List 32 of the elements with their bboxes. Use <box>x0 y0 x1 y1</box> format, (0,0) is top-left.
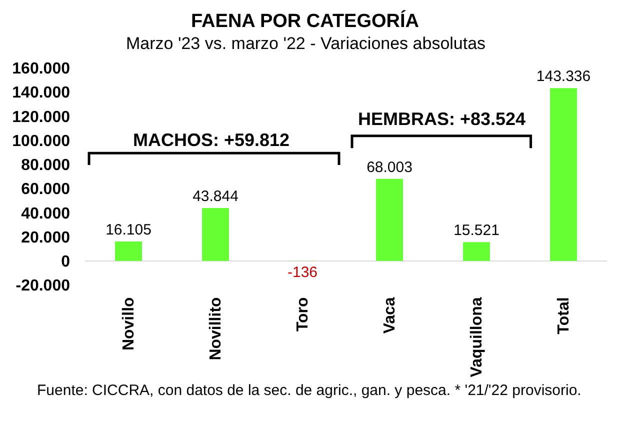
data-label: 43.844 <box>192 188 238 206</box>
source-note: Fuente: CICCRA, con datos de la sec. de agric., gan. y pesca. * '21/'22 provisorio. <box>37 382 582 399</box>
data-label: 143.336 <box>536 68 591 86</box>
chart-title: FAENA POR CATEGORÍA <box>191 10 420 32</box>
x-tick-label: Total <box>556 297 573 334</box>
annotation: MACHOS: +59.812 <box>133 130 290 150</box>
y-tick-label: 140.000 <box>12 84 70 102</box>
bar <box>115 241 142 261</box>
data-label: 15.521 <box>454 222 500 240</box>
y-tick-label: 100.000 <box>12 132 70 150</box>
y-tick-label: 80.000 <box>21 157 70 174</box>
x-tick-label: Vaca <box>382 297 399 334</box>
y-tick-label: 60.000 <box>21 181 70 198</box>
x-tick-label: Vaquillona <box>468 297 486 378</box>
x-tick-label: Novillo <box>120 296 138 351</box>
y-tick-label: -20.000 <box>16 278 70 295</box>
data-label: 16.105 <box>106 221 152 238</box>
annotation: HEMBRAS: +83.524 <box>358 109 526 129</box>
bar <box>376 178 403 261</box>
x-tick-label: Novillito <box>208 296 225 360</box>
x-tick-label: Toro <box>294 296 312 332</box>
y-tick-label: 40.000 <box>21 205 70 222</box>
chart-subtitle: Marzo '23 vs. marzo '22 - Variaciones absolutas <box>126 34 486 53</box>
bar <box>202 208 229 261</box>
bar <box>463 242 490 261</box>
y-tick-label: 0 <box>61 253 70 270</box>
y-tick-label: 20.000 <box>21 229 70 246</box>
bar <box>550 88 577 261</box>
y-tick-label: 160.000 <box>12 60 70 78</box>
data-label: -136 <box>287 264 318 282</box>
data-label: 68.003 <box>366 158 412 176</box>
y-tick-label: 120.000 <box>12 108 70 126</box>
